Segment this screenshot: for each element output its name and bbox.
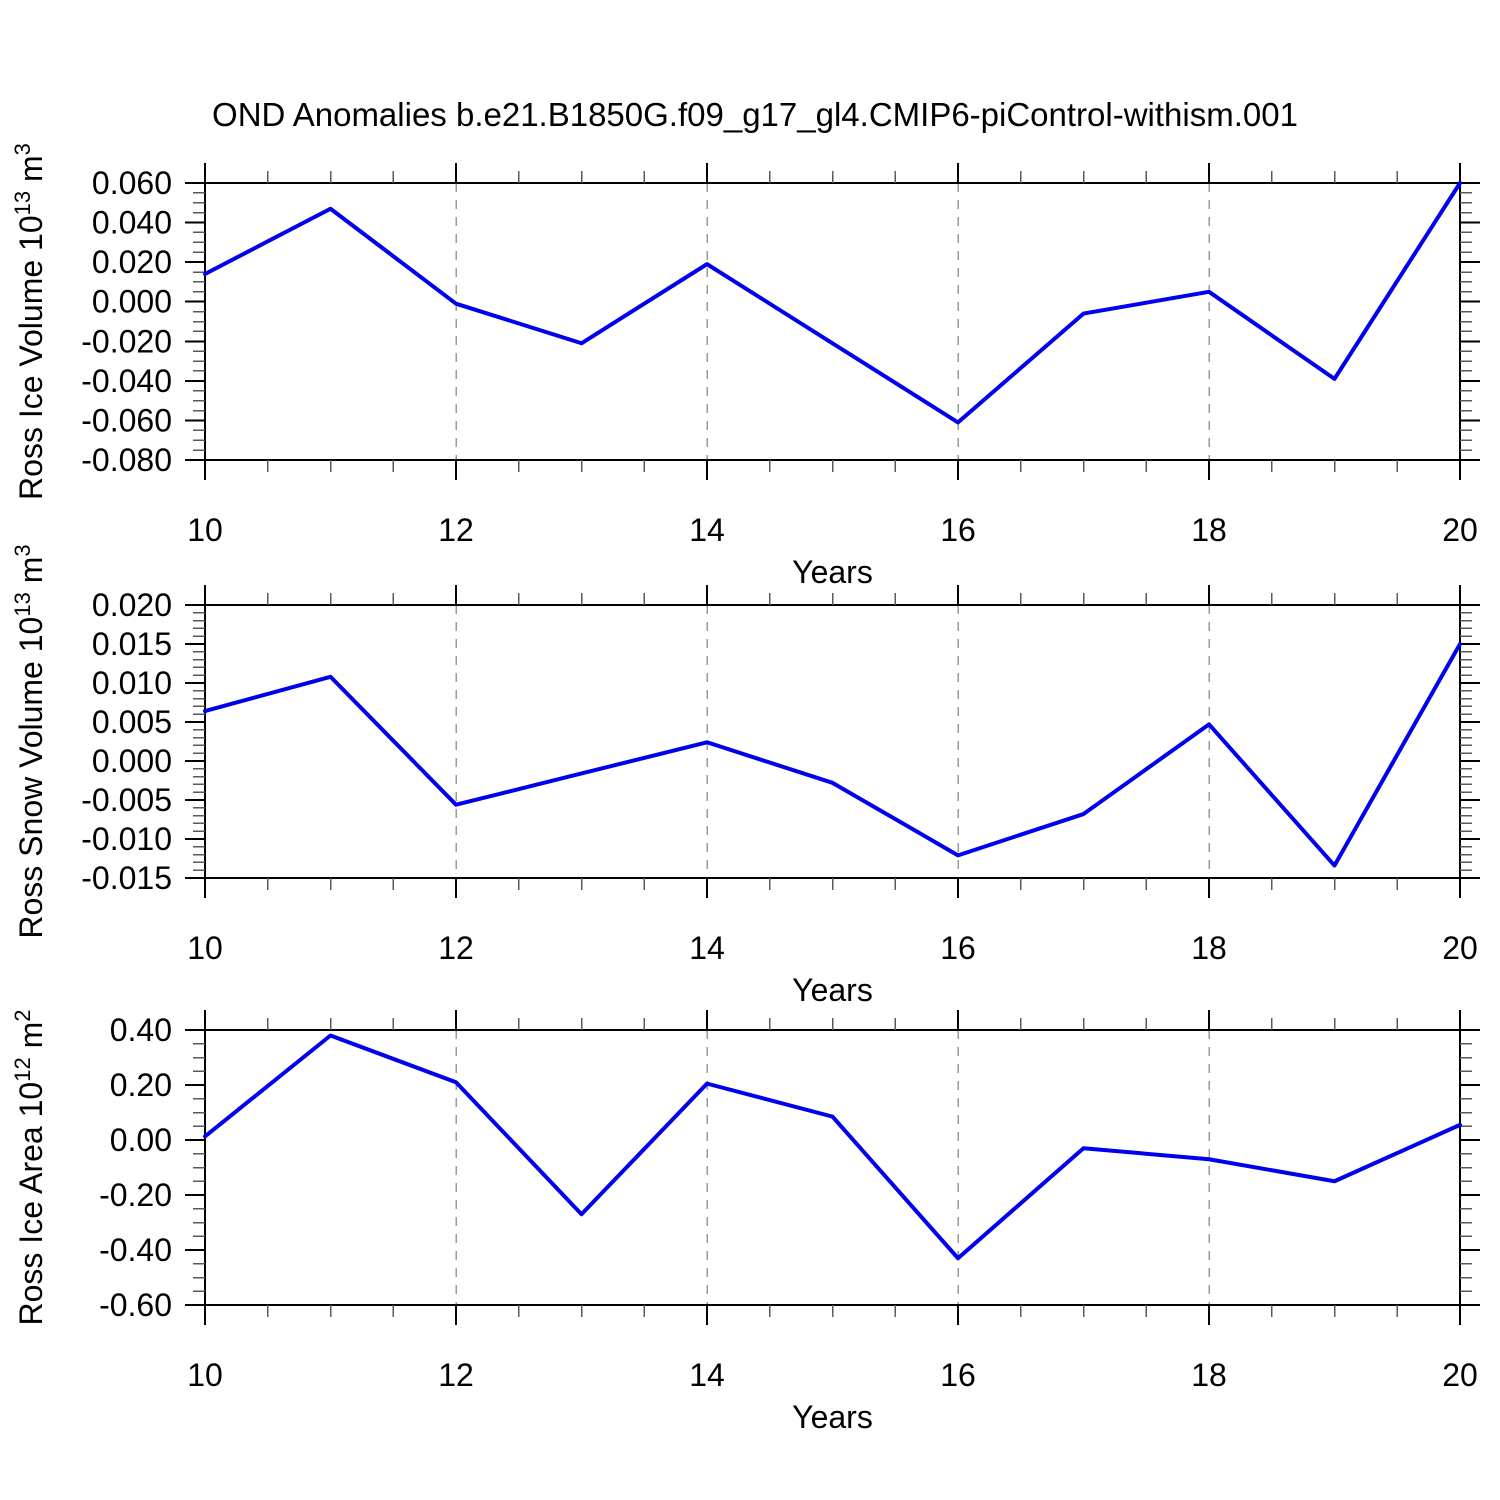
y-tick-label: 0.015 (92, 626, 172, 662)
panel-2: 0.0200.0150.0100.0050.000-0.005-0.010-0.… (10, 544, 1480, 1008)
plot-frame (204, 1029, 1461, 1306)
x-tick-label: 20 (1442, 1357, 1478, 1393)
x-tick-label: 14 (689, 1357, 725, 1393)
y-tick-label: -0.40 (99, 1232, 172, 1268)
x-tick-label: 16 (940, 1357, 976, 1393)
x-tick-label: 10 (187, 512, 223, 548)
y-tick-label: 0.000 (92, 284, 172, 320)
y-tick-label: -0.060 (81, 402, 172, 438)
data-line (203, 1033, 1462, 1261)
y-tick-label: 0.005 (92, 704, 172, 740)
y-tick-label: 0.40 (110, 1012, 172, 1048)
x-tick-label: 18 (1191, 1357, 1227, 1393)
x-tick-label: 16 (940, 512, 976, 548)
y-tick-label: -0.040 (81, 363, 172, 399)
x-tick-label: 16 (940, 930, 976, 966)
panel-3: 0.40 0.20 0.00 -0.20 -0.40 -0.60 10 12 14 16 18 20 Y… (10, 1010, 1480, 1435)
y-tick-label: -0.080 (81, 442, 172, 478)
y-tick-label: 0.060 (92, 165, 172, 201)
x-tick-label: 12 (438, 1357, 474, 1393)
x-tick-label: 20 (1442, 512, 1478, 548)
y-tick-label: -0.015 (81, 860, 172, 896)
x-tick-label: 12 (438, 930, 474, 966)
y-tick-label: 0.20 (110, 1067, 172, 1103)
y-tick-label: 0.020 (92, 244, 172, 280)
chart-title: OND Anomalies b.e21.B1850G.f09_g17_gl4.C… (212, 96, 1298, 133)
y-tick-label: 0.010 (92, 665, 172, 701)
x-tick-label: 18 (1191, 512, 1227, 548)
y-tick-label: 0.00 (110, 1122, 172, 1158)
data-line (203, 181, 1462, 425)
y-tick-label: -0.020 (81, 323, 172, 359)
y-tick-label: -0.60 (99, 1287, 172, 1323)
y-tick-label: -0.005 (81, 782, 172, 818)
y-tick-label: 0.000 (92, 743, 172, 779)
data-line (203, 642, 1462, 868)
y-tick-label: 0.040 (92, 205, 172, 241)
y-axis-label: Ross Snow Volume 1013 m3 (10, 544, 49, 938)
x-tick-label: 18 (1191, 930, 1227, 966)
plot-frame (204, 182, 1461, 461)
y-tick-label: -0.010 (81, 821, 172, 857)
y-tick-label: -0.20 (99, 1177, 172, 1213)
y-axis-label: Ross Ice Volume 1013 m3 (10, 143, 49, 500)
x-axis-label: Years (792, 554, 873, 590)
x-tick-label: 14 (689, 930, 725, 966)
x-axis-label: Years (792, 1399, 873, 1435)
y-axis-label: Ross Ice Area 1012 m2 (10, 1010, 49, 1326)
x-axis-label: Years (792, 972, 873, 1008)
y-tick-label: 0.020 (92, 587, 172, 623)
x-tick-label: 12 (438, 512, 474, 548)
x-tick-label: 20 (1442, 930, 1478, 966)
x-tick-label: 10 (187, 1357, 223, 1393)
x-tick-label: 14 (689, 512, 725, 548)
x-tick-label: 10 (187, 930, 223, 966)
